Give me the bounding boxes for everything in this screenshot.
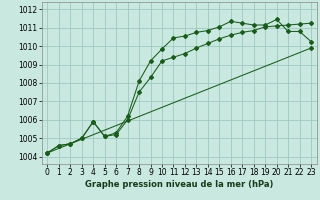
X-axis label: Graphe pression niveau de la mer (hPa): Graphe pression niveau de la mer (hPa) — [85, 180, 273, 189]
